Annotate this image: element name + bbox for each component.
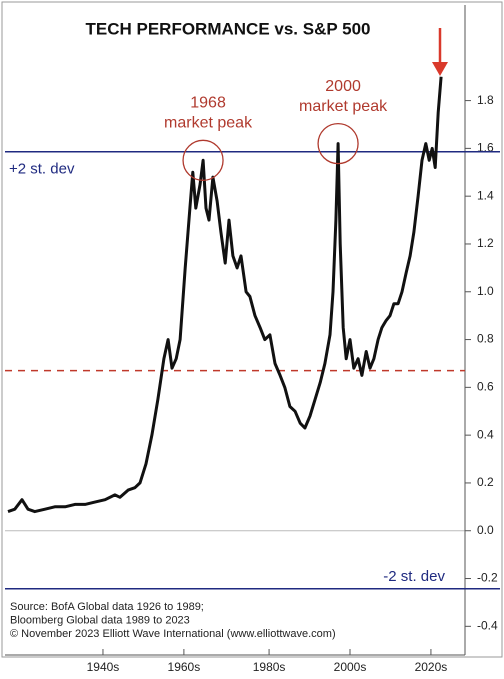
arrow-head	[432, 62, 448, 76]
y-tick-label: 1.2	[477, 236, 494, 250]
x-tick-label: 2020s	[415, 660, 448, 674]
y-tick-label: -0.4	[477, 618, 498, 632]
reference-label: -2 st. dev	[383, 568, 445, 585]
y-tick-label: 0.2	[477, 475, 494, 489]
x-tick-label: 1980s	[253, 660, 286, 674]
x-tick-label: 1940s	[87, 660, 120, 674]
source-text: Bloomberg Global data 1989 to 2023	[10, 614, 190, 626]
annotation-text: 2000	[325, 78, 361, 95]
y-tick-label: 0.0	[477, 523, 494, 537]
y-tick-label: 0.4	[477, 427, 494, 441]
x-tick-label: 1960s	[168, 660, 201, 674]
y-tick-label: 1.8	[477, 93, 494, 107]
annotation-circle	[182, 139, 224, 181]
y-tick-label: 1.4	[477, 188, 494, 202]
y-tick-label: 1.0	[477, 284, 494, 298]
data-line	[7, 76, 443, 514]
frame	[1, 1, 503, 658]
x-tick-label: 2000s	[334, 660, 367, 674]
y-tick-label: 0.8	[477, 332, 494, 346]
reference-label: +2 st. dev	[9, 161, 75, 178]
y-tick-label: 0.6	[477, 380, 494, 394]
source-text: © November 2023 Elliott Wave Internation…	[10, 628, 336, 640]
chart-title: TECH PERFORMANCE vs. S&P 500	[86, 19, 371, 38]
y-tick-label: -0.2	[477, 571, 498, 585]
annotation-circle	[317, 122, 359, 165]
annotation-text: market peak	[164, 115, 253, 132]
annotation-text: 1968	[190, 95, 226, 112]
annotation-text: market peak	[299, 98, 388, 115]
source-text: Source: BofA Global data 1926 to 1989;	[10, 601, 204, 613]
